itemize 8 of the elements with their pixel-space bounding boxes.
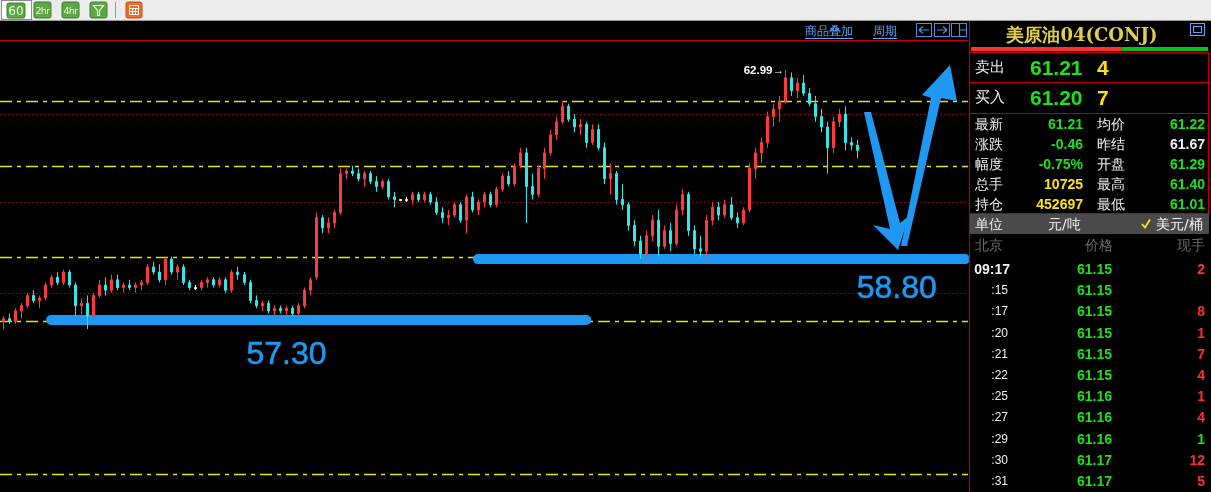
annotation: 62.99→ bbox=[743, 64, 784, 77]
text: 周期 bbox=[873, 24, 897, 38]
text: 商品叠加 bbox=[805, 24, 853, 38]
annotation: 58.80 bbox=[856, 269, 937, 306]
text: 4hr bbox=[63, 5, 79, 16]
text: 57.30 bbox=[246, 334, 327, 371]
text: 2hr bbox=[35, 5, 51, 16]
text: 60 bbox=[8, 3, 24, 18]
